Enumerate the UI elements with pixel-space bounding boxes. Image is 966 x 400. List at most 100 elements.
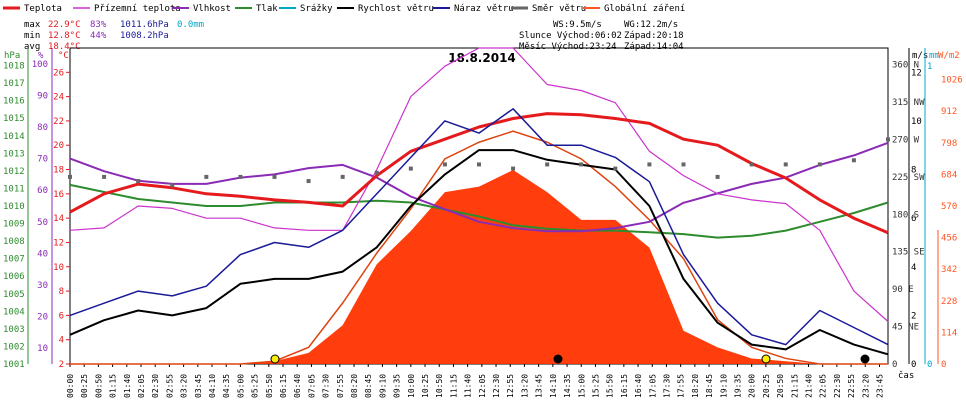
x-tick-label: 06:15 <box>279 374 288 398</box>
legend-rychlost: Rychlost větru <box>358 4 434 14</box>
smer-point <box>272 174 277 179</box>
stats-block: max 22.9°C 83% 1011.6hPa 0.0mm min 12.8°… <box>24 20 684 52</box>
sunset-marker <box>761 354 771 364</box>
temp-tick-label: 18 <box>53 166 64 176</box>
press-tick-label: 1011 <box>3 184 25 194</box>
dir-tick-label: 225 SW <box>892 173 925 183</box>
x-tick-label: 23:45 <box>875 374 884 398</box>
x-tick-label: 10:25 <box>421 374 430 398</box>
x-tick-label: 05:50 <box>265 374 274 398</box>
x-tick-label: 09:10 <box>378 374 387 398</box>
moonset-marker <box>553 354 563 364</box>
x-tick-label: 20:25 <box>762 374 771 398</box>
x-tick-label: 00:50 <box>94 374 103 398</box>
hum-tick-label: 40 <box>37 249 48 259</box>
temp-tick-label: 6 <box>59 311 64 321</box>
rad-tick-label: 228 <box>941 297 957 307</box>
temp-tick-label: 26 <box>53 68 64 78</box>
hum-tick-label: 100 <box>32 60 48 70</box>
x-tick-label: 11:40 <box>464 374 473 398</box>
legend-vlhkost: Vlhkost <box>193 4 231 14</box>
hum-tick-label: 10 <box>37 344 48 354</box>
rad-tick-label: 684 <box>941 170 957 180</box>
press-tick-label: 1013 <box>3 149 25 159</box>
x-tick-label: 17:05 <box>648 374 657 398</box>
wind-tick-label: 4 <box>911 263 916 273</box>
dir-tick-label: 45 NE <box>892 323 919 333</box>
axis-label-press: hPa <box>4 51 20 61</box>
axis-label-rad: W/m2 <box>938 51 960 61</box>
wind-tick-label: 12 <box>911 68 922 78</box>
press-tick-label: 1004 <box>3 307 25 317</box>
radiation-layer <box>70 130 888 365</box>
rad-tick-label: 0 <box>941 360 946 370</box>
x-tick-label: 23:20 <box>861 374 870 398</box>
x-tick-label: 13:45 <box>535 374 544 398</box>
x-tick-label: 12:05 <box>478 374 487 398</box>
naraz-line <box>69 108 889 346</box>
x-tick-label: 02:05 <box>137 374 146 398</box>
press-tick-label: 1002 <box>3 342 25 352</box>
tlak-line <box>69 183 889 239</box>
smer-point <box>374 170 379 175</box>
dir-tick-label: 315 NW <box>892 98 925 108</box>
temp-tick-label: 20 <box>53 141 64 151</box>
x-tick-label: 04:35 <box>222 374 231 398</box>
stat-min-press: 1008.2hPa <box>120 31 169 41</box>
press-tick-label: 1012 <box>3 167 25 177</box>
x-tick-label: 05:25 <box>251 374 260 398</box>
x-tick-label: 10:50 <box>435 374 444 398</box>
x-tick-label: 12:55 <box>506 374 515 398</box>
hum-tick-label: 90 <box>37 91 48 101</box>
rychlost-line <box>69 149 889 356</box>
x-tick-label: 14:10 <box>549 374 558 398</box>
rain-tick-label: 0 <box>927 360 932 370</box>
stat-min-temp: 12.8°C <box>48 31 81 41</box>
press-tick-label: 1017 <box>3 79 25 89</box>
stat-min-hum: 44% <box>90 31 107 41</box>
wind-tick-label: 0 <box>911 360 916 370</box>
press-tick-label: 1003 <box>3 325 25 335</box>
smer-point <box>477 162 481 167</box>
x-tick-label: 20:00 <box>748 374 757 398</box>
stat-avg-label: avg <box>24 42 40 52</box>
x-tick-label: 15:50 <box>606 374 615 398</box>
smer-point <box>749 162 754 167</box>
rad-tick-label: 1026 <box>941 76 963 86</box>
press-tick-label: 1015 <box>3 114 25 124</box>
moonrise-marker <box>860 354 870 364</box>
press-tick-label: 1010 <box>3 202 25 212</box>
smer-point <box>647 162 652 167</box>
x-tick-label: 00:00 <box>66 374 75 398</box>
info-ws: WS:9.5m/s <box>553 20 602 30</box>
x-tick-label: 02:30 <box>151 374 160 398</box>
series-layer <box>68 47 890 356</box>
x-tick-label: 09:35 <box>393 374 402 398</box>
smer-point <box>102 174 107 179</box>
stat-max-rain: 0.0mm <box>177 20 204 30</box>
x-tick-label: 22:30 <box>833 374 842 398</box>
dir-tick-label: 360 N <box>892 61 919 71</box>
x-tick-label: 18:20 <box>691 374 700 398</box>
smer-point <box>136 179 141 184</box>
rad-tick-label: 912 <box>941 107 957 117</box>
dir-tick-label: 180 S <box>892 210 919 220</box>
legend: Teplota Přízemní teplota Vlhkost Tlak Sr… <box>3 4 685 14</box>
info-moon-set: Západ:14:04 <box>624 42 684 52</box>
x-tick-label: 22:55 <box>847 374 856 398</box>
x-tick-label: 15:00 <box>577 374 586 398</box>
smer-point <box>442 162 447 167</box>
axis-label-temp: °C <box>58 51 69 61</box>
smer-point <box>851 158 856 163</box>
temp-tick-label: 10 <box>53 263 64 273</box>
axis-label-time: čas <box>898 370 914 381</box>
x-tick-label: 07:30 <box>322 374 331 398</box>
smer-point <box>68 174 72 179</box>
x-tick-label: 03:20 <box>180 374 189 398</box>
rad-tick-label: 798 <box>941 139 957 149</box>
press-tick-label: 1016 <box>3 97 25 107</box>
rad-tick-label: 114 <box>941 328 957 338</box>
rad-tick-label: 570 <box>941 202 957 212</box>
dir-tick-label: 135 SE <box>892 248 925 258</box>
wind-tick-label: 10 <box>911 117 922 127</box>
